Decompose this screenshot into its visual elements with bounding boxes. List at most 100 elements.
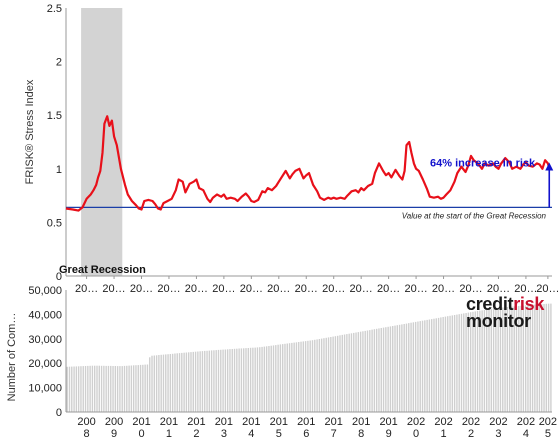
count-x-tick-label: 201 9 <box>379 416 397 440</box>
count-x-tick-label-part: 201 <box>379 416 397 428</box>
company-count-bar <box>346 334 348 412</box>
count-y-axis-title: Number of Com… <box>6 313 18 402</box>
company-count-bar <box>330 337 332 412</box>
count-x-tick-label: 201 3 <box>215 416 233 440</box>
count-x-tick-label-part: 201 <box>187 416 205 428</box>
company-count-bar <box>229 349 231 412</box>
company-count-bar <box>265 346 268 412</box>
count-x-tick-label: 202 3 <box>489 416 507 440</box>
company-count-bar <box>245 348 247 412</box>
company-count-bar <box>261 346 263 412</box>
count-x-tick-label-part: 201 <box>132 416 150 428</box>
company-count-bar <box>522 305 525 412</box>
company-count-bar <box>275 345 277 412</box>
company-count-bar <box>68 366 71 412</box>
company-count-bar <box>440 317 442 412</box>
company-count-bar <box>421 320 424 412</box>
company-count-bar <box>545 303 548 412</box>
company-count-bar <box>73 366 75 412</box>
company-count-bar <box>114 366 117 412</box>
company-count-bar <box>495 308 497 412</box>
stress-y-tick-label: 0.5 <box>47 217 62 229</box>
company-count-bar <box>220 349 222 412</box>
brand-part1: credit <box>466 294 514 314</box>
company-count-bar <box>417 321 419 412</box>
company-count-bar <box>362 331 364 412</box>
company-count-bar <box>197 351 199 412</box>
company-count-bar <box>476 310 479 412</box>
company-count-bar <box>460 313 463 412</box>
company-count-bar <box>128 365 130 412</box>
company-count-bar <box>224 349 227 412</box>
stress-x-tick-label: 20… <box>130 283 153 295</box>
company-count-bar <box>185 352 188 412</box>
count-x-tick-label: 201 7 <box>325 416 343 440</box>
company-count-bar <box>327 337 330 412</box>
company-count-bar <box>272 345 275 412</box>
company-count-bar <box>357 332 360 412</box>
company-count-bar <box>181 352 183 412</box>
company-count-bar <box>403 324 405 412</box>
company-count-bar <box>419 321 421 412</box>
company-count-bar <box>204 350 206 412</box>
stress-x-tick-label: 20… <box>322 283 345 295</box>
company-count-bar <box>116 366 119 412</box>
company-count-bar <box>259 347 261 412</box>
count-x-tick-label-part: 202 <box>539 416 557 428</box>
stress-x-tick-label: 20… <box>102 283 125 295</box>
company-count-bar <box>213 350 215 412</box>
company-count-bar <box>520 305 522 412</box>
stress-x-tick-label: 20… <box>432 283 455 295</box>
company-count-bar <box>387 326 389 412</box>
company-count-bar <box>87 365 89 412</box>
company-count-bar <box>238 348 240 412</box>
stress-x-tick-label: 20… <box>377 283 400 295</box>
company-count-bar <box>323 338 325 412</box>
company-count-bar <box>394 325 396 412</box>
company-count-bar <box>371 329 373 412</box>
company-count-bar <box>320 338 323 412</box>
company-count-bar <box>453 315 456 412</box>
company-count-bar <box>178 353 181 412</box>
count-x-tick-label: 200 9 <box>105 416 123 440</box>
company-count-bar <box>119 366 121 412</box>
increase-arrow-head <box>545 162 554 171</box>
company-count-bar <box>96 365 98 412</box>
count-x-tick-label: 200 8 <box>77 416 95 440</box>
company-count-bar <box>398 324 401 412</box>
company-count-bar <box>91 365 94 412</box>
count-x-tick-label-part: 3 <box>221 428 227 440</box>
company-count-bar <box>343 334 346 412</box>
company-count-bar <box>314 339 316 412</box>
company-count-bar <box>268 346 270 412</box>
stress-x-tick-label: 20… <box>185 283 208 295</box>
count-x-tick-label-part: 8 <box>84 428 90 440</box>
company-count-bar <box>298 342 300 412</box>
company-count-bar <box>254 347 256 412</box>
company-count-bar <box>249 347 252 412</box>
company-count-bar <box>192 351 194 412</box>
company-count-bar <box>497 308 499 412</box>
company-count-bar <box>217 349 220 412</box>
company-count-bar <box>132 365 135 412</box>
company-count-bar <box>293 342 295 412</box>
company-count-bar <box>449 315 451 412</box>
count-x-tick-label: 201 5 <box>270 416 288 440</box>
company-count-bar <box>176 353 178 412</box>
count-x-tick-label-part: 202 <box>434 416 452 428</box>
count-x-tick-label: 202 2 <box>462 416 480 440</box>
count-x-tick-label-part: 201 <box>242 416 260 428</box>
count-y-tick-label: 20,000 <box>28 358 62 370</box>
company-count-bar <box>405 323 408 412</box>
company-count-bar <box>334 336 337 412</box>
company-count-bar <box>110 365 112 412</box>
company-count-bar <box>190 352 192 412</box>
stress-y-axis-title: FRISK® Stress Index <box>24 79 36 184</box>
company-count-bar <box>339 335 341 412</box>
company-count-bar <box>378 328 380 412</box>
company-count-bar <box>295 342 298 412</box>
company-count-bar <box>135 365 137 412</box>
company-count-bar <box>364 330 366 412</box>
stress-y-tick-label: 2 <box>56 57 62 69</box>
company-count-bar <box>316 339 318 412</box>
